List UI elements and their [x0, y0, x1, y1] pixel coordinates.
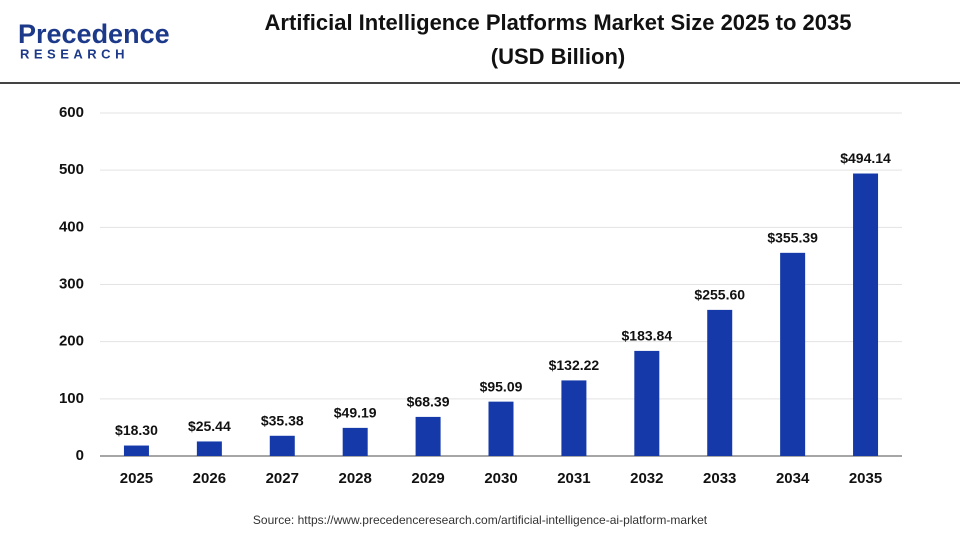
value-label: $49.19	[334, 405, 377, 421]
source-note: Source: https://www.precedenceresearch.c…	[253, 513, 708, 527]
bar	[780, 252, 806, 456]
y-tick-label: 200	[59, 333, 84, 350]
x-tick-label: 2025	[120, 470, 153, 487]
bar	[269, 435, 295, 456]
x-tick-label: 2031	[557, 470, 590, 487]
value-label: $255.60	[694, 287, 745, 303]
value-label: $35.38	[261, 412, 304, 428]
x-tick-label: 2030	[484, 470, 517, 487]
value-label: $95.09	[480, 378, 523, 394]
y-tick-label: 100	[59, 390, 84, 407]
value-label: $494.14	[840, 150, 891, 166]
logo-name: Precedence	[18, 19, 170, 49]
chart-title: Artificial Intelligence Platforms Market…	[265, 10, 852, 35]
value-label: $68.39	[407, 394, 450, 410]
x-tick-label: 2028	[338, 470, 371, 487]
y-tick-label: 300	[59, 275, 84, 292]
value-label: $18.30	[115, 422, 158, 438]
bar	[415, 416, 441, 456]
x-tick-label: 2034	[776, 470, 810, 487]
x-tick-label: 2032	[630, 470, 663, 487]
y-tick-label: 0	[76, 447, 84, 464]
bar	[488, 401, 514, 456]
value-label: $132.22	[549, 357, 600, 373]
x-tick-label: 2033	[703, 470, 736, 487]
x-tick-label: 2029	[411, 470, 444, 487]
y-tick-label: 600	[59, 104, 84, 121]
value-label: $25.44	[188, 418, 231, 434]
y-tick-label: 500	[59, 161, 84, 178]
chart-subtitle: (USD Billion)	[491, 44, 625, 69]
x-tick-label: 2035	[849, 470, 882, 487]
bar	[342, 427, 368, 456]
bar	[853, 173, 879, 456]
logo-tagline: RESEARCH	[20, 46, 129, 61]
value-label: $355.39	[767, 230, 818, 246]
bar	[196, 441, 222, 456]
bar	[561, 380, 587, 456]
bar	[634, 350, 660, 456]
value-label: $183.84	[622, 328, 673, 344]
bar	[123, 445, 149, 456]
y-tick-label: 400	[59, 218, 84, 235]
x-tick-label: 2027	[266, 470, 299, 487]
x-tick-label: 2026	[193, 470, 226, 487]
bar	[707, 309, 733, 456]
